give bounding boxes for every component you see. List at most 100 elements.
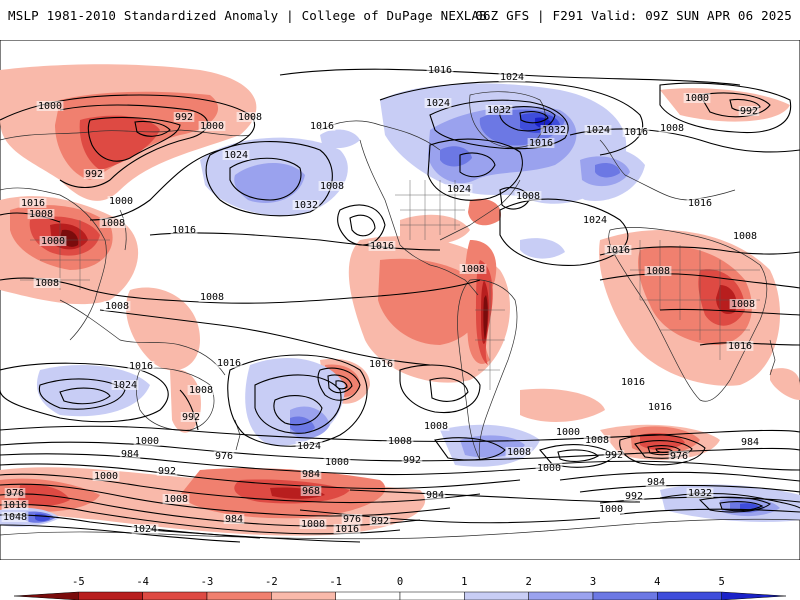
isobar-label-bg	[4, 488, 26, 498]
isobar-label: 1016	[728, 341, 752, 352]
product-title: MSLP 1981-2010 Standardized Anomaly | Co…	[8, 8, 487, 23]
isobar-label-bg	[213, 451, 235, 461]
isobar-label-bg	[738, 106, 760, 116]
isobar-label: 1032	[542, 125, 566, 136]
isobar-label: 1008	[585, 435, 609, 446]
isobar-label-bg	[731, 231, 759, 241]
isobar-label: 1000	[325, 457, 349, 468]
colorbar-bin	[592, 591, 658, 600]
isobar-label-bg	[726, 341, 754, 351]
isobar-label: 984	[121, 449, 139, 460]
isobar-label-bg	[173, 112, 195, 122]
isobar-label-bg	[581, 215, 609, 225]
isobar-label-bg	[156, 466, 178, 476]
colorbar-bin	[13, 591, 79, 600]
isobar-label-bg	[369, 516, 391, 526]
isobar-label: 1008	[733, 231, 757, 242]
isobar-label: 1000	[537, 463, 561, 474]
isobar-label: 992	[85, 169, 103, 180]
isobar-label: 968	[302, 486, 320, 497]
isobar-label-bg	[658, 123, 686, 133]
isobar-label-bg	[111, 380, 139, 390]
isobar-label-bg	[341, 514, 363, 524]
isobar-label: 1000	[301, 519, 325, 530]
isobar-label-bg	[162, 494, 190, 504]
isobar-label: 1016	[606, 245, 630, 256]
colorbar-tick-label: -1	[329, 576, 342, 588]
isobar-label: 1032	[688, 488, 712, 499]
isobar-label: 1008	[516, 191, 540, 202]
isobar-label-bg	[1, 500, 29, 510]
isobar-label: 984	[426, 490, 444, 501]
isobar-label: 984	[302, 469, 320, 480]
isobar-label-bg	[180, 412, 202, 422]
isobar-label: 1008	[200, 292, 224, 303]
isobar-label: 1024	[113, 380, 137, 391]
colorbar-tick-label: 1	[461, 576, 467, 588]
isobar-label-bg	[498, 72, 526, 82]
isobar-label-bg	[19, 198, 47, 208]
isobar-label: 1008	[388, 436, 412, 447]
isobar-label: 976	[343, 514, 361, 525]
isobar-label-bg	[299, 519, 327, 529]
isobar-label-bg	[535, 463, 563, 473]
isobar-label: 1016	[129, 361, 153, 372]
isobar-label: 1024	[583, 215, 607, 226]
isobar-label-bg	[426, 65, 454, 75]
colorbar-tick-label: 4	[654, 576, 660, 588]
isobar-label-bg	[485, 105, 513, 115]
isobar-label-bg	[686, 198, 714, 208]
isobar-label: 1000	[685, 93, 709, 104]
isobar-label: 1000	[38, 101, 62, 112]
isobar-label: 1024	[297, 441, 321, 452]
colorbar-ticks: -5 -4 -3 -2 -1 0 1 2 3 4 5	[72, 576, 725, 588]
colorbar-tick-label: 3	[590, 576, 596, 588]
isobar-label-bg	[323, 457, 351, 467]
isobar-label-bg	[295, 441, 323, 451]
isobar-label: 1016	[217, 358, 241, 369]
colorbar-bin	[78, 591, 143, 600]
colorbar-tick-label: -4	[136, 576, 149, 588]
isobar-label: 992	[371, 516, 389, 527]
isobar-label-bg	[27, 209, 55, 219]
isobar-label-bg	[119, 449, 141, 459]
isobar-label-bg	[33, 278, 61, 288]
isobar-label: 984	[647, 477, 665, 488]
isobar-label: 1016	[369, 359, 393, 370]
isobar-label: 1016	[688, 198, 712, 209]
isobar-label: 976	[215, 451, 233, 462]
colorbar-tick-label: 0	[397, 576, 403, 588]
isobar-label-bg	[668, 451, 690, 461]
isobar-label-bg	[318, 181, 346, 191]
colorbar-tick-label: 5	[719, 576, 725, 588]
colorbar-tick-label: 2	[526, 576, 532, 588]
isobar-label: 1008	[105, 301, 129, 312]
isobar-label: 1024	[447, 184, 471, 195]
colorbar-bin	[464, 591, 529, 600]
isobar-label-bg	[36, 101, 64, 111]
isobar-label-bg	[514, 191, 542, 201]
isobar-label: 1024	[500, 72, 524, 83]
isobar-label-bg	[133, 436, 161, 446]
isobar-label-bg	[107, 196, 135, 206]
valid-time-label: 06Z GFS | F291 Valid: 09Z SUN APR 06 202…	[475, 8, 792, 23]
isobar-label-bg	[131, 524, 159, 534]
isobar-label: 1016	[621, 377, 645, 388]
isobar-label-bg	[170, 225, 198, 235]
isobar-label-bg	[333, 524, 361, 534]
colorbar-tick-label: -5	[72, 576, 85, 588]
isobar-label: 1000	[109, 196, 133, 207]
isobar-label-bg	[292, 200, 320, 210]
isobar-label-bg	[1, 512, 29, 522]
isobar-label: 1016	[310, 121, 334, 132]
isobar-label-bg	[198, 121, 226, 131]
isobar-label-bg	[367, 359, 395, 369]
isobar-label: 992	[403, 455, 421, 466]
isobar-label-bg	[127, 361, 155, 371]
isobar-label: 984	[225, 514, 243, 525]
isobar-label: 1008	[29, 209, 53, 220]
isobar-label: 992	[158, 466, 176, 477]
colorbar-bin	[335, 591, 401, 600]
isobar-label: 1008	[189, 385, 213, 396]
isobar-label: 992	[605, 450, 623, 461]
